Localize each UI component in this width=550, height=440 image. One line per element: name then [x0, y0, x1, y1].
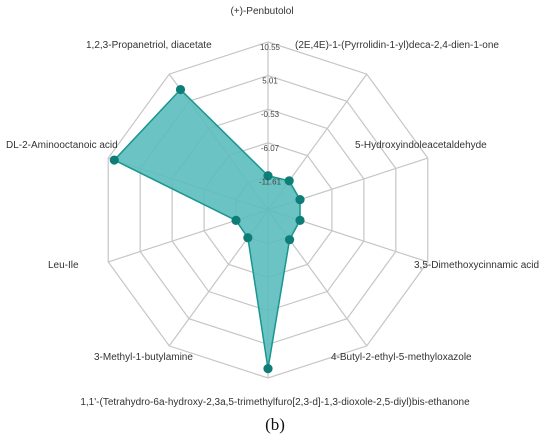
axis-label: (+)-Penbutolol — [230, 6, 293, 17]
axis-label: 5-Hydroxyindoleacetaldehyde — [355, 140, 487, 151]
radial-tick-labels: -11.61 -6.07 -0.53 5.01 10.55 — [259, 43, 282, 186]
data-point — [175, 84, 186, 95]
tick-label: -6.07 — [261, 144, 280, 153]
data-points — [109, 84, 305, 374]
tick-label: -11.61 — [259, 177, 282, 186]
axis-label: DL-2-Aminooctanoic acid — [6, 140, 118, 151]
data-point — [263, 171, 273, 181]
tick-label: -0.53 — [261, 110, 280, 119]
panel-label: (b) — [265, 415, 285, 434]
data-point — [231, 215, 241, 226]
series-area — [113, 88, 301, 369]
axis-label: Leu-Ile — [48, 260, 79, 271]
tick-label: 5.01 — [262, 77, 278, 86]
data-point — [284, 235, 295, 245]
axis-label: 3,5-Dimethoxycinnamic acid — [414, 260, 539, 271]
tick-label: 10.55 — [260, 43, 281, 52]
axis-label: 1,2,3-Propanetriol, diacetate — [86, 40, 212, 51]
data-point — [243, 233, 253, 243]
axis-label: (2E,4E)-1-(Pyrrolidin-1-yl)deca-2,4-dien… — [295, 40, 499, 51]
axis-label: 1,1'-(Tetrahydro-6a-hydroxy-2,3a,5-trime… — [80, 397, 470, 408]
data-point — [109, 155, 119, 165]
data-layer — [113, 88, 301, 369]
axis-label: 4-Butyl-2-ethyl-5-methyloxazole — [331, 352, 472, 363]
data-point — [263, 363, 273, 374]
data-point — [295, 194, 305, 205]
data-point — [284, 176, 294, 186]
data-point — [295, 215, 305, 226]
axis-label: 3-Methyl-1-butylamine — [94, 352, 193, 363]
axis-labels: (+)-Penbutolol (2E,4E)-1-(Pyrrolidin-1-yl… — [6, 6, 539, 408]
